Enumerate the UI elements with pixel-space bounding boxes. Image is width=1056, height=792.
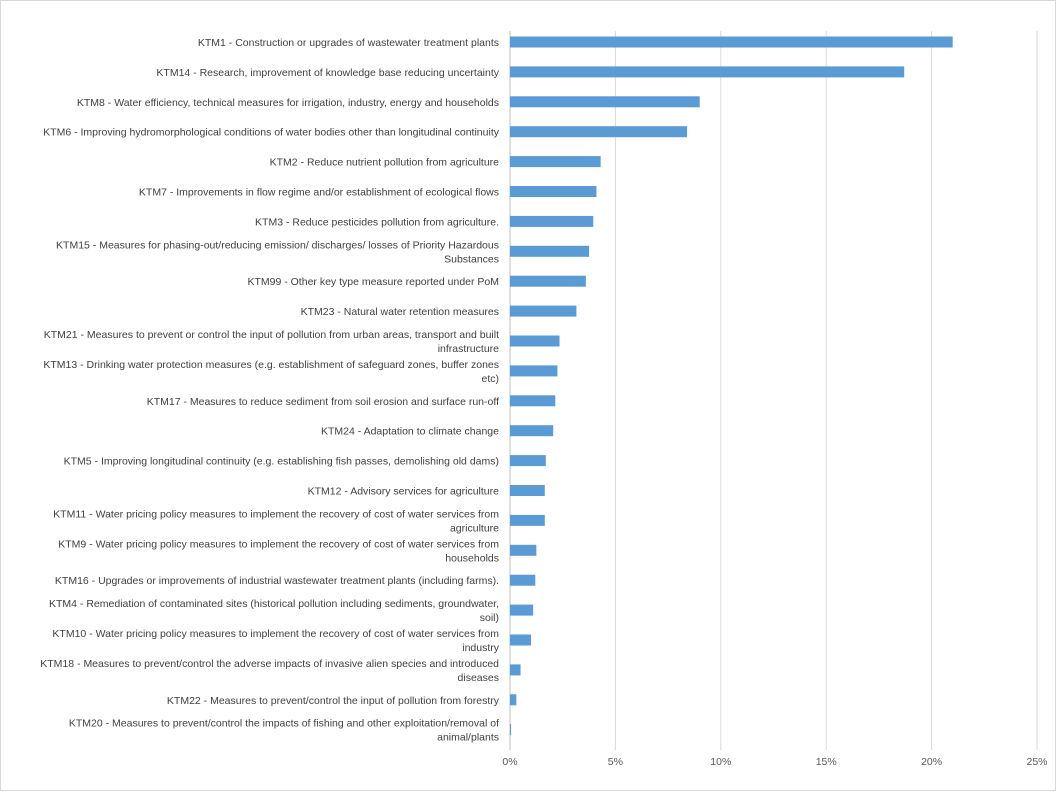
category-label: KTM13 - Drinking water protection measur… (43, 359, 499, 371)
category-label: animal/plants (437, 732, 499, 744)
category-label: KTM8 - Water efficiency, technical measu… (77, 97, 499, 109)
category-label: KTM20 - Measures to prevent/control the … (69, 718, 499, 730)
category-label: KTM23 - Natural water retention measures (301, 306, 499, 318)
category-label: KTM16 - Upgrades or improvements of indu… (55, 575, 499, 587)
category-labels: KTM1 - Construction or upgrades of waste… (40, 37, 499, 744)
category-label: infrastructure (438, 343, 499, 355)
x-tick-label: 10% (710, 756, 731, 768)
bar (510, 96, 700, 108)
bar (510, 664, 521, 676)
gridlines (509, 31, 1038, 750)
category-label: KTM7 - Improvements in flow regime and/o… (139, 187, 499, 199)
bar (510, 245, 590, 257)
category-label: KTM15 - Measures for phasing-out/reducin… (56, 239, 499, 251)
bar (510, 395, 556, 407)
category-label: diseases (458, 672, 499, 684)
bar (510, 365, 558, 377)
category-label: soil) (480, 612, 499, 624)
category-label: KTM2 - Reduce nutrient pollution from ag… (270, 157, 500, 169)
category-label: households (445, 552, 499, 564)
bar (510, 335, 560, 347)
bar (510, 574, 536, 586)
category-label: etc) (481, 373, 499, 385)
category-label: KTM14 - Research, improvement of knowled… (156, 67, 499, 79)
category-label: KTM1 - Construction or upgrades of waste… (198, 37, 499, 49)
category-label: KTM24 - Adaptation to climate change (321, 426, 499, 438)
bar (510, 215, 594, 227)
category-label: KTM9 - Water pricing policy measures to … (58, 538, 499, 550)
bar (510, 36, 953, 48)
category-label: KTM99 - Other key type measure reported … (247, 276, 499, 288)
category-label: industry (462, 642, 500, 654)
bar (510, 634, 532, 646)
bar (510, 66, 905, 78)
category-label: KTM22 - Measures to prevent/control the … (167, 695, 500, 707)
bar (510, 485, 545, 496)
category-label: KTM11 - Water pricing policy measures to… (53, 508, 499, 520)
x-tick-label: 5% (608, 756, 623, 768)
category-label: agriculture (450, 522, 499, 534)
bar (510, 514, 545, 526)
bar (510, 126, 688, 138)
bar (510, 156, 601, 168)
x-tick-label: 15% (816, 756, 837, 768)
bar (510, 694, 517, 706)
category-label: KTM18 - Measures to prevent/control the … (40, 658, 499, 670)
bar (510, 455, 546, 467)
bar (510, 724, 512, 736)
category-label: KTM12 - Advisory services for agricultur… (308, 486, 500, 498)
category-label: Substances (444, 253, 499, 265)
category-label: KTM5 - Improving longitudinal continuity… (64, 456, 499, 468)
x-tick-label: 0% (502, 756, 517, 768)
bar (510, 544, 537, 556)
category-label: KTM6 - Improving hydromorphological cond… (43, 127, 500, 139)
category-label: KTM4 - Remediation of contaminated sites… (49, 598, 499, 610)
category-label: KTM21 - Measures to prevent or control t… (44, 329, 499, 341)
bar (510, 425, 554, 437)
bar (510, 275, 586, 287)
bar (510, 604, 534, 616)
bar (510, 186, 597, 197)
x-tick-labels: 0% 5% 10% 15% 20% 25% (502, 756, 1047, 768)
category-label: KTM3 - Reduce pesticides pollution from … (255, 216, 499, 228)
category-label: KTM17 - Measures to reduce sediment from… (147, 396, 499, 408)
bar (510, 305, 577, 317)
bars (510, 36, 953, 736)
x-tick-label: 20% (921, 756, 942, 768)
category-label: KTM10 - Water pricing policy measures to… (52, 628, 499, 640)
x-tick-label: 25% (1026, 756, 1047, 768)
